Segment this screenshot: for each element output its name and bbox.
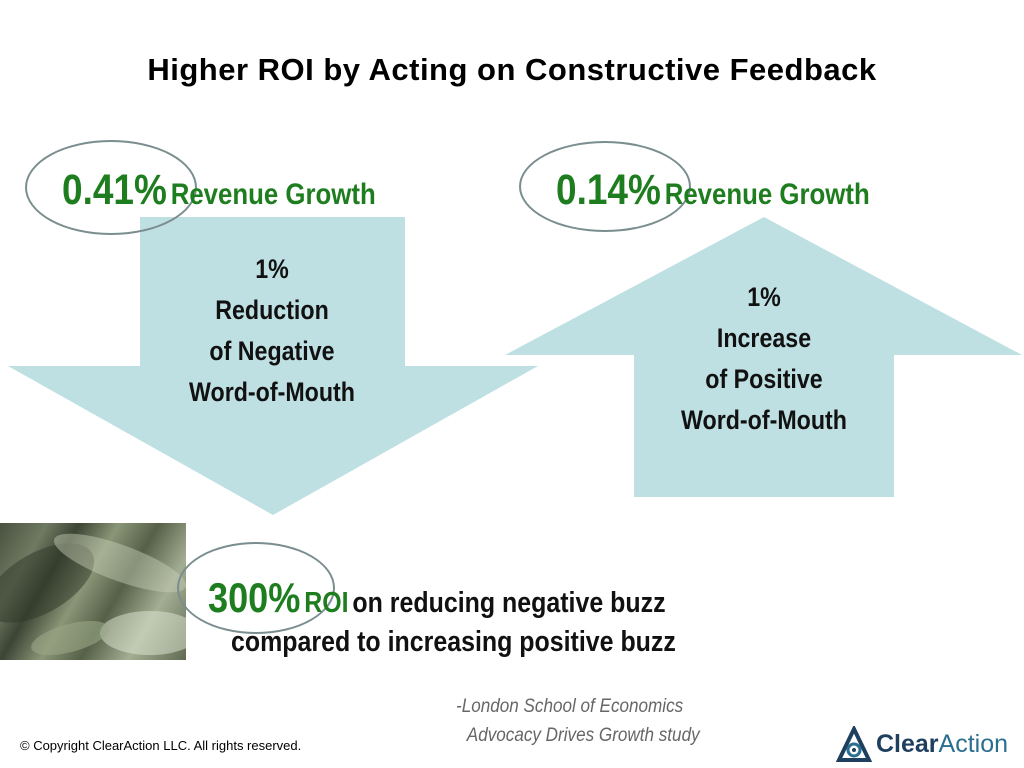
right-growth-percent: 0.14% [556,166,661,214]
right-arrow-line: Word-of-Mouth [681,405,847,435]
left-arrow-line: of Negative [209,336,335,366]
up-arrow [505,217,1022,497]
left-growth-heading: 0.41% Revenue Growth [62,166,376,215]
left-growth-label: Revenue Growth [170,178,376,211]
left-growth-percent: 0.41% [62,166,167,214]
slide-title: Higher ROI by Acting on Constructive Fee… [147,52,877,87]
left-arrow-line: Reduction [215,295,329,325]
left-highlight-ellipse [25,140,197,235]
copyright-footer: © Copyright ClearAction LLC. All rights … [20,738,302,753]
left-arrow-text: 1% Reduction of Negative Word-of-Mouth [143,249,401,413]
down-arrow [8,217,538,515]
roi-word: ROI [304,587,349,619]
source-line-2: Advocacy Drives Growth study [466,725,700,746]
logo-part-action: Action [938,730,1009,758]
roi-line-1-rest: on reducing negative buzz [352,587,666,619]
right-arrow-line: of Positive [705,364,823,394]
roi-line-2: compared to increasing positive buzz [231,626,676,658]
clearaction-logo-text: ClearAction [876,730,1008,759]
right-arrow-text: 1% Increase of Positive Word-of-Mouth [635,277,893,441]
clearaction-logo: ClearAction [836,724,1016,764]
roi-percent: 300% [208,574,301,621]
left-arrow-line: 1% [255,254,289,284]
source-citation: -London School of Economics Advocacy Dri… [456,692,700,750]
logo-part-clear: Clear [876,730,939,758]
right-growth-label: Revenue Growth [664,178,870,211]
roi-line-1: 300% ROI on reducing negative buzz [208,574,666,622]
right-arrow-line: Increase [716,323,812,353]
money-image [0,523,186,660]
right-arrow-line: 1% [747,282,781,312]
source-line-1: -London School of Economics [456,696,684,717]
right-growth-heading: 0.14% Revenue Growth [556,166,870,215]
left-arrow-line: Word-of-Mouth [189,377,355,407]
right-highlight-ellipse [519,141,691,232]
clearaction-logo-icon [836,726,872,762]
banknote-graphic [0,533,186,656]
roi-highlight-ellipse [177,542,335,634]
